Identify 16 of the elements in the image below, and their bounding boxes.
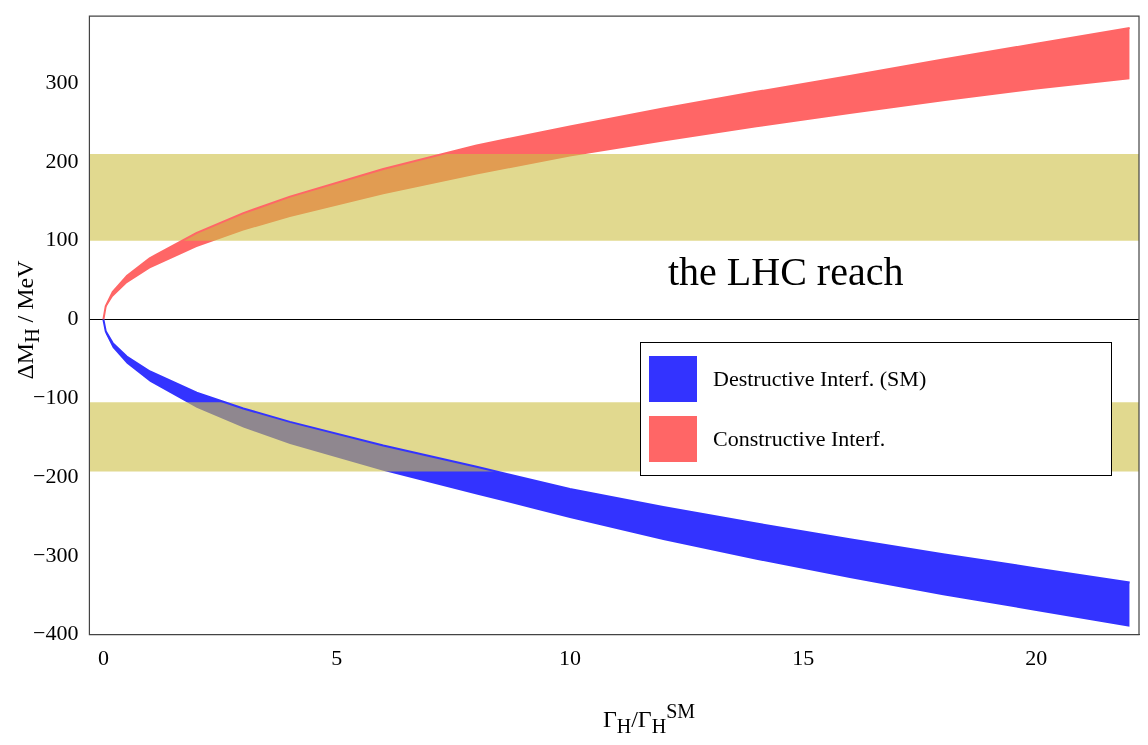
x-tick-label: 20 [1025, 644, 1048, 670]
y-tick-label: 200 [45, 147, 79, 173]
y-tick-label: −300 [32, 541, 79, 567]
y-tick-label: 0 [67, 305, 79, 331]
legend-label: Destructive Interf. (SM) [713, 366, 927, 392]
x-tick-label: 10 [558, 644, 581, 670]
x-tick-label: 15 [792, 644, 815, 670]
y-tick-label: −100 [32, 384, 79, 410]
y-tick-label: 300 [45, 68, 79, 94]
y-tick-label: 100 [45, 226, 79, 252]
y-tick-label: −400 [32, 620, 79, 646]
legend-label: Constructive Interf. [713, 426, 886, 452]
y-tick-label: −200 [32, 462, 79, 488]
x-tick-label: 5 [331, 644, 343, 670]
annotation: the LHC reach [668, 248, 904, 295]
x-tick-label: 0 [97, 644, 109, 670]
